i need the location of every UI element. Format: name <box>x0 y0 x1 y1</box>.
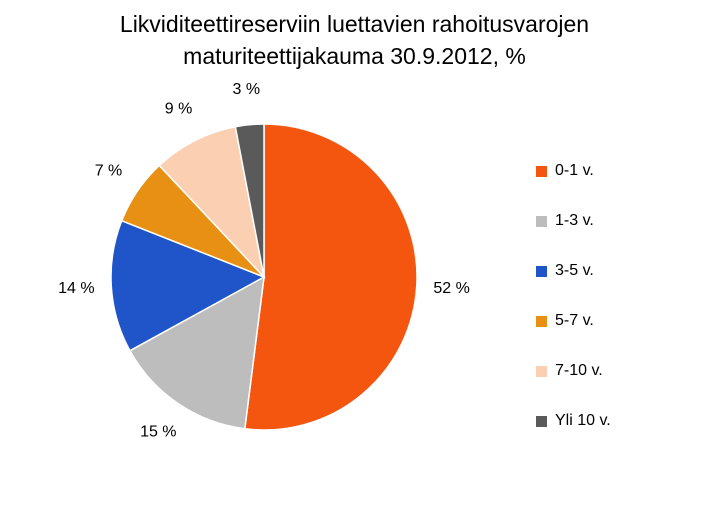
legend-label-3-5: 3-5 v. <box>555 262 594 279</box>
pie-slice-1 <box>128 275 265 430</box>
legend-swatch-3-5 <box>536 265 547 277</box>
legend-swatch-7-10 <box>536 365 547 377</box>
legend: 0-1 v. 1-3 v. 3-5 v. 5-7 v. 7-10 v. Yli … <box>536 146 611 446</box>
legend-label-0-1: 0-1 v. <box>555 162 594 179</box>
legend-item-1-3: 1-3 v. <box>536 196 611 246</box>
pie-label-4: 9 % <box>165 101 193 118</box>
pie-slice-0 <box>243 123 418 431</box>
pie-label-1: 15 % <box>140 424 176 441</box>
legend-swatch-yli-10 <box>536 415 547 427</box>
legend-label-7-10: 7-10 v. <box>555 362 603 379</box>
pie-label-3: 7 % <box>95 163 123 180</box>
chart-title-line-1: Likviditeettireserviin luettavien rahoit… <box>119 11 590 37</box>
legend-label-5-7: 5-7 v. <box>555 312 594 329</box>
legend-item-5-7: 5-7 v. <box>536 296 611 346</box>
pie-slice-5 <box>234 123 265 278</box>
legend-item-yli-10: Yli 10 v. <box>536 396 611 446</box>
legend-item-3-5: 3-5 v. <box>536 246 611 296</box>
legend-swatch-0-1 <box>536 165 547 177</box>
chart-title: Likviditeettireserviin luettavien rahoit… <box>0 8 709 72</box>
legend-swatch-5-7 <box>536 315 547 327</box>
pie-label-2: 14 % <box>58 280 94 297</box>
pie-data-labels: 52 % 15 % 14 % 7 % 9 % 3 % <box>58 81 470 441</box>
legend-swatch-1-3 <box>536 215 547 227</box>
pie-slices <box>110 123 418 431</box>
legend-label-yli-10: Yli 10 v. <box>555 412 611 429</box>
pie-label-5: 3 % <box>233 81 261 98</box>
legend-item-0-1: 0-1 v. <box>536 146 611 196</box>
pie-label-0: 52 % <box>433 280 469 297</box>
pie-slice-2 <box>110 219 266 352</box>
legend-label-1-3: 1-3 v. <box>555 212 594 229</box>
pie-slice-4 <box>158 125 266 280</box>
legend-item-7-10: 7-10 v. <box>536 346 611 396</box>
chart-title-line-2: maturiteettijakauma 30.9.2012, % <box>183 43 526 69</box>
